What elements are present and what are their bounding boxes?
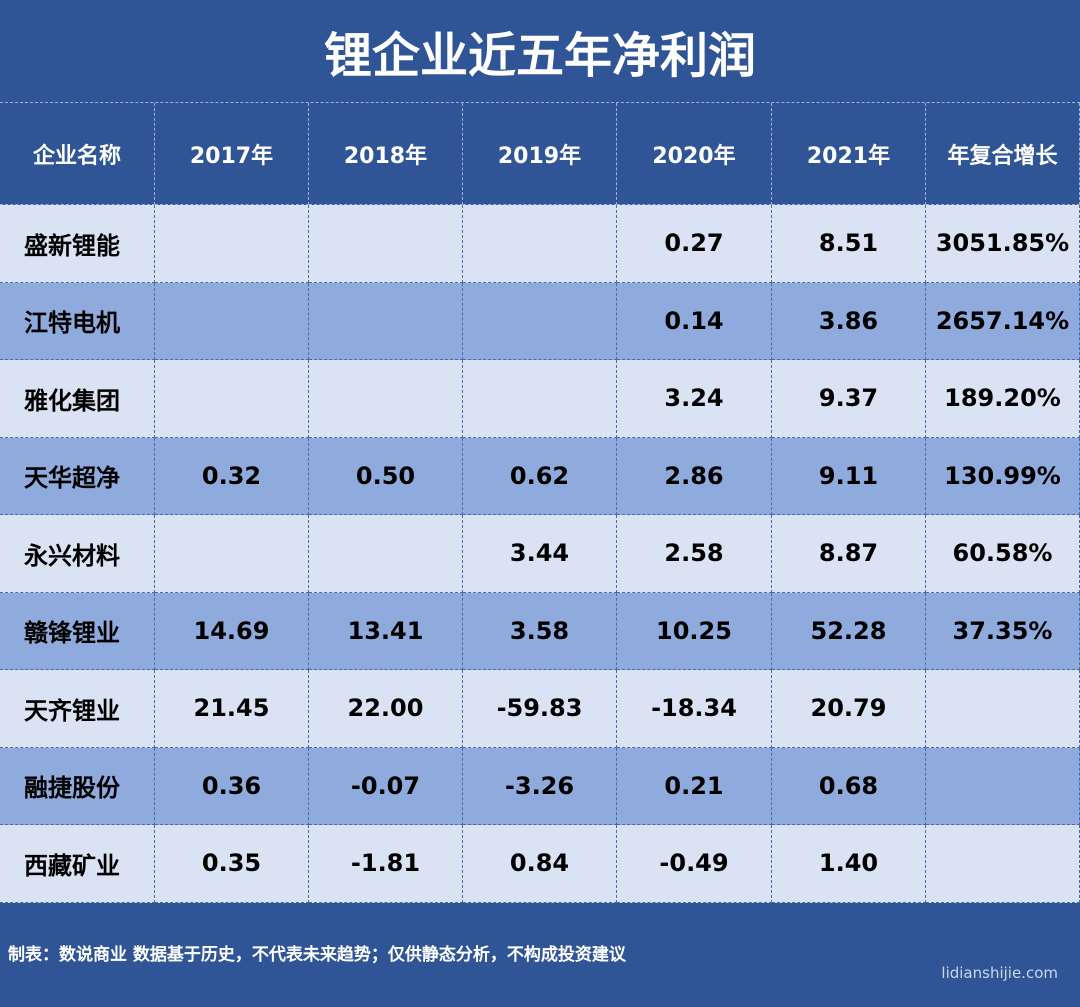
table-cell — [309, 360, 463, 438]
table-cell: 60.58% — [926, 515, 1080, 593]
table-cell: 0.14 — [617, 282, 772, 360]
table-cell: 20.79 — [772, 670, 926, 748]
table-cell: 9.37 — [772, 360, 926, 438]
table-cell: -0.49 — [617, 825, 772, 903]
header-cell: 2018年 — [309, 103, 463, 205]
table-cell: 2.58 — [617, 515, 772, 593]
table-cell: 3.44 — [463, 515, 617, 593]
row-label: 赣锋锂业 — [0, 592, 155, 670]
table-cell: 0.32 — [155, 437, 309, 515]
table-cell: 9.11 — [772, 437, 926, 515]
table-cell — [155, 360, 309, 438]
table-cell: 22.00 — [309, 670, 463, 748]
table-cell: 13.41 — [309, 592, 463, 670]
title: 锂企业近五年净利润 — [0, 0, 1080, 103]
table-cell: -0.07 — [309, 747, 463, 825]
row-label: 天华超净 — [0, 437, 155, 515]
table-cell: 0.84 — [463, 825, 617, 903]
header-cell: 年复合增长 — [926, 103, 1080, 205]
table-cell — [926, 825, 1080, 903]
note: 制表：数说商业 数据基于历史，不代表未来趋势；仅供静态分析，不构成投资建议 — [8, 945, 626, 965]
table-cell: 0.62 — [463, 437, 617, 515]
table-cell: -59.83 — [463, 670, 617, 748]
table-cell: 37.35% — [926, 592, 1080, 670]
table-cell: 0.35 — [155, 825, 309, 903]
table-cell: 8.87 — [772, 515, 926, 593]
watermark: lidianshijie.com — [941, 964, 1058, 982]
table-cell: 189.20% — [926, 360, 1080, 438]
header-cell: 2021年 — [772, 103, 926, 205]
header-cell: 企业名称 — [0, 103, 155, 205]
table-cell: 2657.14% — [926, 282, 1080, 360]
row-label: 西藏矿业 — [0, 825, 155, 903]
table-cell: 2.86 — [617, 437, 772, 515]
table-cell: 0.50 — [309, 437, 463, 515]
row-label: 天齐锂业 — [0, 670, 155, 748]
table-cell: -1.81 — [309, 825, 463, 903]
table-cell: 3.86 — [772, 282, 926, 360]
table-cell: 1.40 — [772, 825, 926, 903]
table-cell — [309, 515, 463, 593]
row-label: 永兴材料 — [0, 515, 155, 593]
table-cell: 3.58 — [463, 592, 617, 670]
table-cell — [463, 205, 617, 283]
row-label: 雅化集团 — [0, 360, 155, 438]
header-cell: 2017年 — [155, 103, 309, 205]
table-cell — [463, 282, 617, 360]
table-cell: 0.27 — [617, 205, 772, 283]
table-cell: 0.68 — [772, 747, 926, 825]
table-cell: 14.69 — [155, 592, 309, 670]
row-label: 融捷股份 — [0, 747, 155, 825]
table-cell: 52.28 — [772, 592, 926, 670]
table-cell: 3.24 — [617, 360, 772, 438]
table-cell: 3051.85% — [926, 205, 1080, 283]
header-cell: 2019年 — [463, 103, 617, 205]
table-cell — [155, 282, 309, 360]
row-label: 江特电机 — [0, 282, 155, 360]
table-cell — [926, 670, 1080, 748]
table-cell: 21.45 — [155, 670, 309, 748]
table-cell — [309, 282, 463, 360]
table-cell: -3.26 — [463, 747, 617, 825]
table-cell: 10.25 — [617, 592, 772, 670]
table-cell — [463, 360, 617, 438]
table-cell: 0.36 — [155, 747, 309, 825]
table-cell: 130.99% — [926, 437, 1080, 515]
table-cell — [155, 515, 309, 593]
table-cell: 8.51 — [772, 205, 926, 283]
row-label: 盛新锂能 — [0, 205, 155, 283]
table-cell — [309, 205, 463, 283]
table-cell: 0.21 — [617, 747, 772, 825]
header-cell: 2020年 — [617, 103, 772, 205]
table-cell — [926, 747, 1080, 825]
table-cell: -18.34 — [617, 670, 772, 748]
table-cell — [155, 205, 309, 283]
